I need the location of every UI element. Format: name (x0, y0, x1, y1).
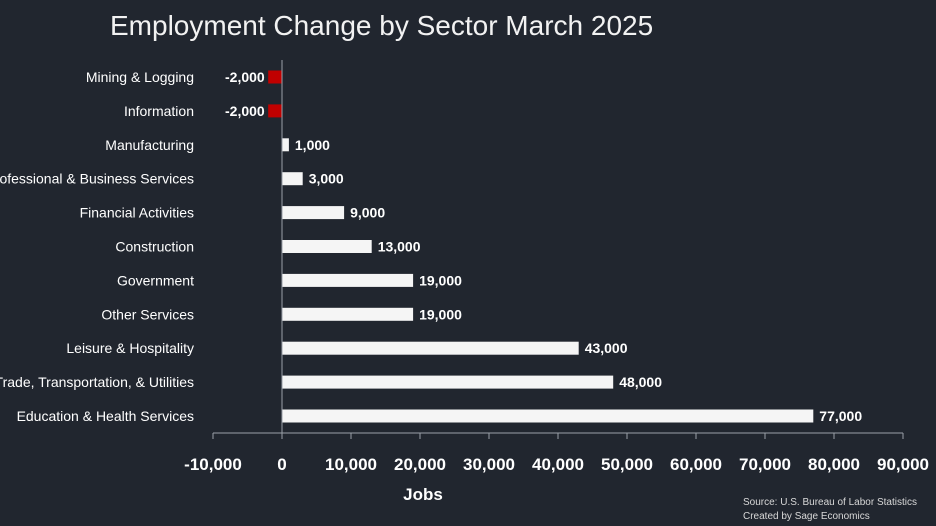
category-label: Construction (115, 239, 194, 255)
data-label: 43,000 (585, 340, 628, 356)
source-line: Source: U.S. Bureau of Labor Statistics (743, 497, 917, 508)
category-label: Other Services (101, 306, 194, 322)
x-axis: -10,000 0 10,000 20,000 30,000 40,000 50,000 60… (184, 60, 929, 474)
category-label: Manufacturing (105, 137, 194, 153)
bar-10 (282, 409, 814, 423)
x-tick-label: 60,000 (670, 455, 722, 474)
bar-9 (282, 375, 614, 389)
data-label: 48,000 (619, 374, 662, 390)
data-label: 3,000 (309, 171, 344, 187)
x-tick-label: 80,000 (808, 455, 860, 474)
x-tick-label: 50,000 (601, 455, 653, 474)
bar-5 (282, 240, 372, 253)
data-label: 19,000 (419, 306, 462, 322)
bar-8 (282, 341, 579, 355)
x-tick-label: 10,000 (325, 455, 377, 474)
bar-1 (268, 104, 282, 118)
category-label: Leisure & Hospitality (66, 340, 194, 356)
category-label: Education & Health Services (17, 408, 194, 424)
x-tick-label: 30,000 (463, 455, 515, 474)
bar-0 (268, 70, 282, 84)
x-tick-label: 20,000 (394, 455, 446, 474)
category-label: Government (117, 272, 194, 288)
data-label: -2,000 (225, 103, 265, 119)
data-label: 13,000 (378, 239, 421, 255)
x-tick-label: 90,000 (877, 455, 929, 474)
x-tick-label: 70,000 (739, 455, 791, 474)
category-label: Mining & Logging (86, 69, 194, 85)
data-label: -2,000 (225, 69, 265, 85)
bar-4 (282, 206, 345, 220)
chart-title: Employment Change by Sector March 2025 (110, 10, 653, 41)
bars-layer: Mining & Logging -2,000 Information -2,000 M… (0, 69, 862, 424)
category-label: Trade, Transportation, & Utilities (0, 374, 194, 390)
data-label: 19,000 (419, 272, 462, 288)
data-label: 77,000 (819, 408, 862, 424)
created-by-line: Created by Sage Economics (743, 511, 870, 522)
x-tick-label: -10,000 (184, 455, 242, 474)
bar-7 (282, 307, 414, 321)
x-axis-title: Jobs (403, 485, 443, 504)
x-tick-label: 40,000 (532, 455, 584, 474)
category-label: Professional & Business Services (0, 171, 194, 187)
category-label: Financial Activities (80, 205, 194, 221)
category-label: Information (124, 103, 194, 119)
data-label: 9,000 (350, 205, 385, 221)
data-label: 1,000 (295, 137, 330, 153)
bar-6 (282, 273, 414, 287)
x-tick-label: 0 (277, 455, 286, 474)
bar-2 (282, 138, 289, 152)
bar-3 (282, 172, 303, 186)
